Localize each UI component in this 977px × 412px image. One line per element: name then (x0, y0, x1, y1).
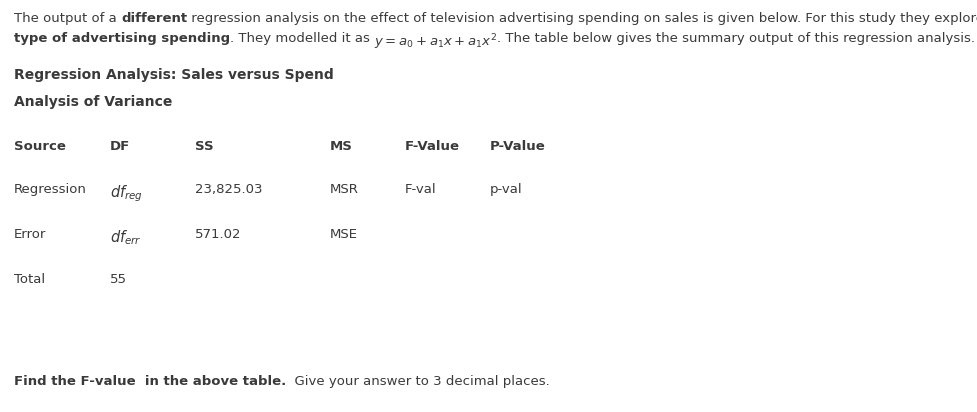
Text: Regression: Regression (14, 183, 87, 196)
Text: type of advertising spending: type of advertising spending (14, 32, 230, 45)
Text: F-val: F-val (404, 183, 436, 196)
Text: regression analysis on the effect of television advertising spending on sales is: regression analysis on the effect of tel… (187, 12, 977, 25)
Text: SS: SS (194, 140, 213, 153)
Text: Source: Source (14, 140, 65, 153)
Text: $df_{reg}$: $df_{reg}$ (109, 183, 143, 204)
Text: MS: MS (329, 140, 353, 153)
Text: $y = a_0 + a_1x + a_1x^2$: $y = a_0 + a_1x + a_1x^2$ (374, 32, 497, 52)
Text: F-Value: F-Value (404, 140, 459, 153)
Text: Give your answer to 3 decimal places.: Give your answer to 3 decimal places. (286, 375, 549, 388)
Text: . The table below gives the summary output of this regression analysis.: . The table below gives the summary outp… (497, 32, 974, 45)
Text: Error: Error (14, 228, 46, 241)
Text: Analysis of Variance: Analysis of Variance (14, 95, 172, 109)
Text: DF: DF (109, 140, 130, 153)
Text: MSE: MSE (329, 228, 358, 241)
Text: 55: 55 (109, 273, 127, 286)
Text: p-val: p-val (489, 183, 522, 196)
Text: P-Value: P-Value (489, 140, 545, 153)
Text: Total: Total (14, 273, 45, 286)
Text: . They modelled it as: . They modelled it as (230, 32, 374, 45)
Text: MSR: MSR (329, 183, 359, 196)
Text: Regression Analysis: Sales versus Spend: Regression Analysis: Sales versus Spend (14, 68, 333, 82)
Text: The output of a: The output of a (14, 12, 121, 25)
Text: Find the F-value  in the above table.: Find the F-value in the above table. (14, 375, 286, 388)
Text: 571.02: 571.02 (194, 228, 241, 241)
Text: $df_{err}$: $df_{err}$ (109, 228, 142, 247)
Text: different: different (121, 12, 187, 25)
Text: 23,825.03: 23,825.03 (194, 183, 262, 196)
